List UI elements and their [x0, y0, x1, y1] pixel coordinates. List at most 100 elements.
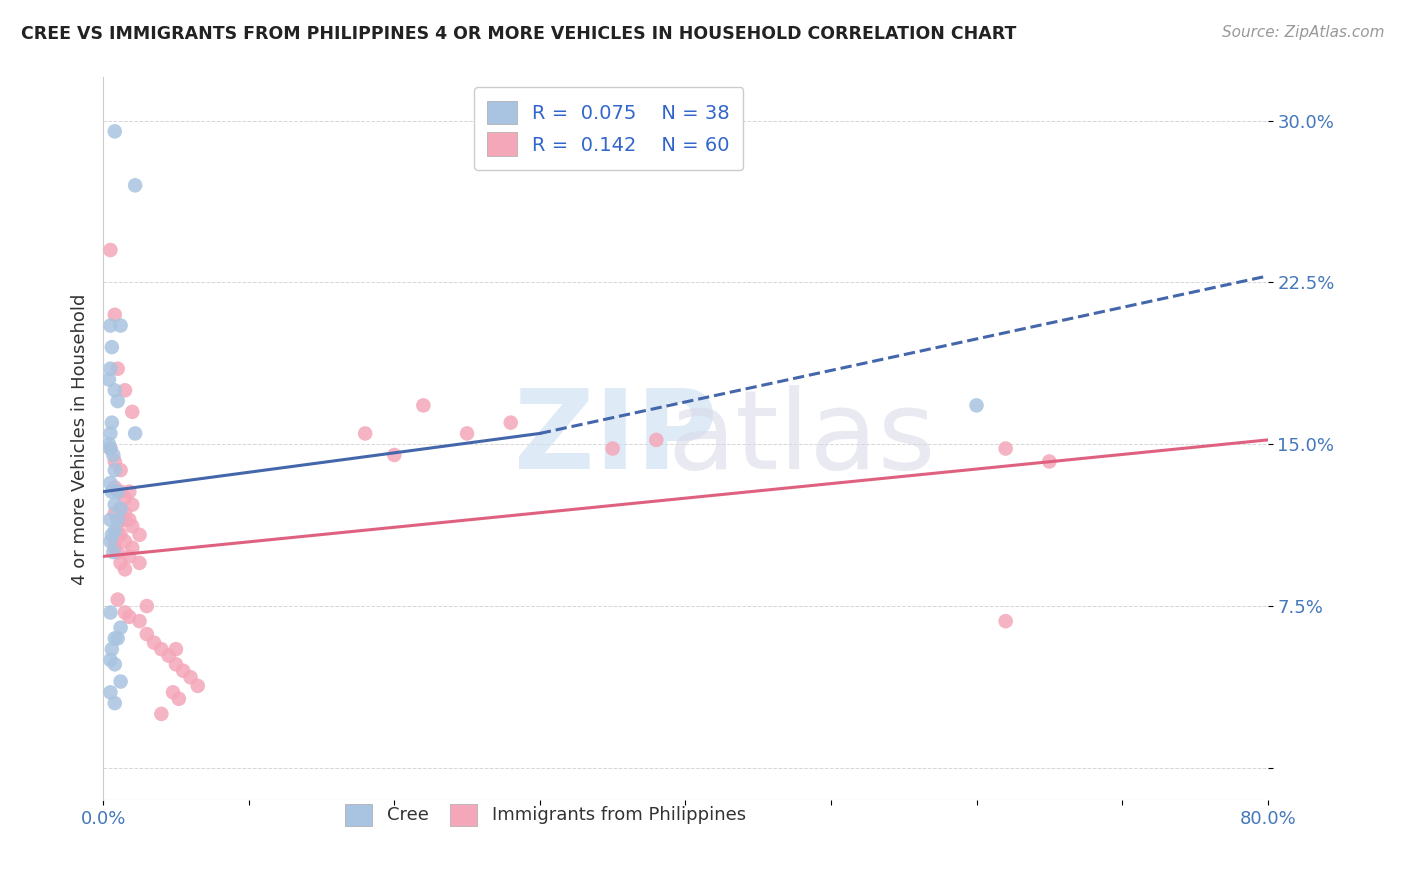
Point: [114, 506, 136, 520]
Point: [101, 484, 124, 499]
Point: [118, 549, 141, 564]
Point: [128, 614, 150, 628]
Point: [104, 498, 127, 512]
Point: [101, 642, 124, 657]
Point: [602, 442, 624, 456]
Point: [157, 648, 180, 663]
Point: [966, 398, 988, 412]
Point: [124, 426, 146, 441]
Point: [104, 657, 127, 672]
Point: [167, 691, 190, 706]
Point: [107, 361, 129, 376]
Point: [118, 513, 141, 527]
Point: [101, 340, 124, 354]
Point: [100, 685, 122, 699]
Point: [118, 610, 141, 624]
Point: [104, 384, 127, 398]
Point: [104, 463, 127, 477]
Point: [382, 448, 405, 462]
Point: [114, 606, 136, 620]
Point: [104, 632, 127, 646]
Point: [97, 437, 120, 451]
Point: [110, 318, 132, 333]
Point: [128, 556, 150, 570]
Point: [107, 484, 129, 499]
Point: [456, 426, 478, 441]
Point: [150, 706, 173, 721]
Text: ZIP: ZIP: [513, 385, 717, 492]
Point: [104, 524, 127, 538]
Point: [107, 545, 129, 559]
Point: [107, 513, 129, 527]
Point: [100, 442, 122, 456]
Point: [128, 528, 150, 542]
Point: [103, 545, 125, 559]
Point: [645, 433, 668, 447]
Point: [100, 361, 122, 376]
Point: [114, 513, 136, 527]
Point: [100, 426, 122, 441]
Point: [110, 463, 132, 477]
Point: [114, 562, 136, 576]
Point: [110, 484, 132, 499]
Point: [104, 506, 127, 520]
Point: [114, 534, 136, 549]
Text: Source: ZipAtlas.com: Source: ZipAtlas.com: [1222, 25, 1385, 40]
Point: [100, 513, 122, 527]
Point: [135, 599, 157, 613]
Point: [104, 696, 127, 710]
Point: [172, 664, 194, 678]
Point: [179, 670, 201, 684]
Point: [499, 416, 522, 430]
Point: [165, 642, 187, 657]
Point: [110, 528, 132, 542]
Point: [110, 502, 132, 516]
Point: [107, 528, 129, 542]
Point: [1038, 454, 1060, 468]
Point: [150, 642, 173, 657]
Point: [103, 448, 125, 462]
Point: [101, 416, 124, 430]
Point: [110, 502, 132, 516]
Point: [114, 491, 136, 505]
Point: [994, 442, 1017, 456]
Point: [107, 632, 129, 646]
Point: [104, 454, 127, 468]
Point: [124, 178, 146, 193]
Point: [100, 606, 122, 620]
Point: [100, 653, 122, 667]
Point: [107, 394, 129, 409]
Point: [118, 484, 141, 499]
Point: [143, 636, 166, 650]
Point: [121, 498, 143, 512]
Point: [104, 124, 127, 138]
Text: CREE VS IMMIGRANTS FROM PHILIPPINES 4 OR MORE VEHICLES IN HOUSEHOLD CORRELATION : CREE VS IMMIGRANTS FROM PHILIPPINES 4 OR…: [21, 25, 1017, 43]
Point: [100, 476, 122, 491]
Point: [412, 398, 434, 412]
Point: [165, 657, 187, 672]
Point: [110, 513, 132, 527]
Point: [110, 674, 132, 689]
Point: [101, 528, 124, 542]
Legend: Cree, Immigrants from Philippines: Cree, Immigrants from Philippines: [336, 795, 755, 835]
Point: [100, 534, 122, 549]
Point: [97, 372, 120, 386]
Point: [187, 679, 209, 693]
Point: [135, 627, 157, 641]
Point: [114, 384, 136, 398]
Point: [110, 621, 132, 635]
Point: [107, 592, 129, 607]
Point: [110, 556, 132, 570]
Y-axis label: 4 or more Vehicles in Household: 4 or more Vehicles in Household: [72, 293, 89, 584]
Point: [121, 541, 143, 555]
Point: [104, 308, 127, 322]
Point: [107, 524, 129, 538]
Point: [121, 519, 143, 533]
Point: [100, 318, 122, 333]
Point: [104, 534, 127, 549]
Point: [994, 614, 1017, 628]
Point: [104, 541, 127, 555]
Point: [100, 442, 122, 456]
Point: [104, 480, 127, 494]
Text: atlas: atlas: [668, 385, 936, 492]
